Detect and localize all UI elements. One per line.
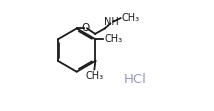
Text: HCl: HCl <box>124 73 147 86</box>
Text: NH: NH <box>104 18 119 28</box>
Text: CH₃: CH₃ <box>121 13 139 23</box>
Text: CH₃: CH₃ <box>104 34 122 44</box>
Text: O: O <box>81 23 89 33</box>
Text: CH₃: CH₃ <box>85 71 103 81</box>
